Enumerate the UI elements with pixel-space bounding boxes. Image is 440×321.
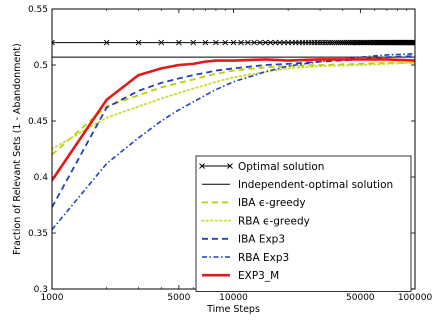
y-tick-label: 0.5: [34, 61, 48, 71]
x-axis-label: Time Steps: [206, 304, 260, 315]
series-optimal-solution-marker: [238, 39, 244, 46]
legend-independent-optimal-solution-label: Independent-optimal solution: [238, 179, 393, 191]
series-optimal-solution-marker: [176, 39, 182, 46]
x-tick-label: 50000: [346, 293, 375, 303]
series-optimal-solution-marker: [329, 39, 336, 46]
series-optimal-solution-marker: [158, 39, 165, 46]
y-tick-label: 0.35: [28, 229, 48, 239]
series-optimal-solution-marker: [103, 39, 110, 46]
legend-iba-exp3-label: IBA Exp3: [238, 234, 285, 246]
legend-exp3-m-label: EXP3_M: [238, 270, 279, 282]
series-optimal-solution-marker: [317, 39, 323, 46]
series-optimal-solution-marker: [327, 39, 333, 46]
series-exp3-m-line: [52, 58, 415, 182]
series-optimal-solution-marker: [52, 39, 55, 46]
series-optimal-solution-marker: [314, 39, 321, 46]
series-optimal-solution-marker: [322, 39, 329, 46]
series-lines: [52, 39, 415, 231]
y-axis-label: Fraction of Relevant Sets (1 - Abandonme…: [12, 43, 23, 254]
y-tick-label: 0.45: [28, 117, 48, 127]
series-rba-greedy-line: [52, 61, 415, 150]
y-tick-label: 0.3: [34, 285, 48, 295]
series-optimal-solution-marker: [135, 39, 142, 46]
series-optimal-solution-marker: [190, 39, 197, 46]
x-tick-label: 10000: [219, 293, 248, 303]
series-optimal-solution-marker: [410, 39, 415, 46]
series-optimal-solution-marker: [409, 39, 415, 46]
series-optimal-solution-marker: [267, 39, 274, 46]
legend-box: [195, 155, 412, 292]
legend-iba-greedy-label: IBA ϵ-greedy: [238, 197, 306, 209]
y-tick-label: 0.55: [28, 5, 48, 15]
series-optimal-solution-marker: [324, 39, 331, 46]
series-optimal-solution-marker: [272, 39, 279, 46]
legend-optimal-solution-label: Optimal solution: [238, 161, 324, 173]
series-optimal-solution-marker: [369, 39, 375, 46]
series-optimal-solution-marker: [281, 39, 287, 46]
series-optimal-solution-marker: [222, 39, 229, 46]
series-optimal-solution-marker: [262, 39, 269, 46]
series-optimal-solution-marker: [319, 39, 326, 46]
series-optimal-solution-marker: [412, 39, 415, 46]
x-tick-label: 5000: [167, 293, 190, 303]
y-tick-label: 0.4: [34, 173, 49, 183]
series-optimal-solution-marker: [333, 39, 340, 46]
legend-optimal-solution-marker: [227, 163, 233, 169]
series-optimal-solution-marker: [331, 39, 338, 46]
series-optimal-solution-marker: [411, 39, 415, 46]
legend: Optimal solution Independent-optimal solu…: [195, 155, 412, 292]
x-tick-label: 100000: [398, 293, 433, 303]
series-optimal-solution-marker: [202, 39, 209, 46]
x-tick-label: 1000: [41, 293, 64, 303]
series-optimal-solution-marker: [251, 39, 257, 46]
series-optimal-solution-marker: [257, 39, 263, 46]
series-optimal-solution-marker: [230, 39, 237, 46]
series-iba-greedy-line: [52, 61, 415, 156]
legend-rba-exp3-label: RBA Exp3: [238, 252, 289, 264]
legend-rba-greedy-label: RBA ϵ-greedy: [238, 215, 310, 227]
series-optimal-solution-marker: [277, 39, 283, 46]
series-optimal-solution-marker: [245, 39, 251, 46]
tick-labels: 0.3 0.35 0.4 0.45 0.5 0.55 1000 5000 10000 50000 1…: [28, 5, 432, 303]
series-optimal-solution-marker: [213, 39, 219, 46]
series-optimal-solution-marker: [335, 39, 342, 46]
legend-optimal-solution-marker: [199, 163, 205, 169]
